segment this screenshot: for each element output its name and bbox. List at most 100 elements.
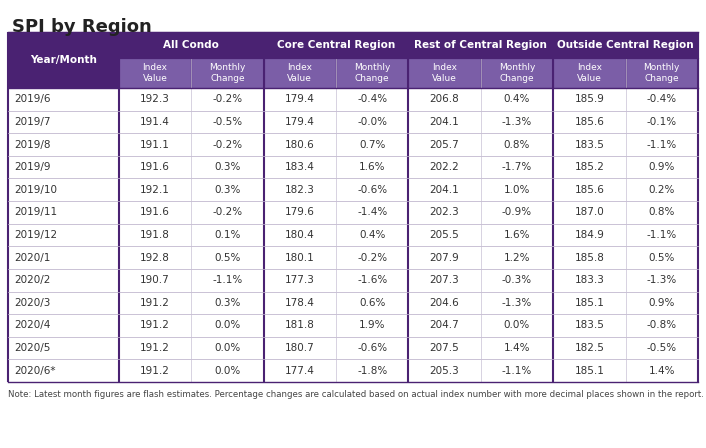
Text: -0.3%: -0.3% bbox=[502, 275, 532, 285]
Bar bbox=[336, 58, 408, 88]
Text: 191.2: 191.2 bbox=[140, 320, 170, 331]
Text: 0.1%: 0.1% bbox=[214, 230, 241, 240]
Text: 0.0%: 0.0% bbox=[214, 366, 241, 376]
Text: 191.4: 191.4 bbox=[140, 117, 170, 127]
Text: 185.6: 185.6 bbox=[575, 117, 604, 127]
Text: 0.9%: 0.9% bbox=[649, 298, 675, 308]
Text: -0.2%: -0.2% bbox=[213, 139, 242, 150]
Text: Monthly
Change: Monthly Change bbox=[499, 63, 535, 83]
Text: 0.3%: 0.3% bbox=[214, 185, 241, 195]
Text: 2019/9: 2019/9 bbox=[14, 162, 51, 172]
Text: -1.1%: -1.1% bbox=[502, 366, 532, 376]
Text: 0.0%: 0.0% bbox=[504, 320, 530, 331]
Text: -0.2%: -0.2% bbox=[213, 207, 242, 217]
Text: 179.6: 179.6 bbox=[285, 207, 315, 217]
Text: -1.1%: -1.1% bbox=[647, 230, 677, 240]
Text: -0.8%: -0.8% bbox=[647, 320, 677, 331]
Text: 183.4: 183.4 bbox=[285, 162, 315, 172]
Text: 0.7%: 0.7% bbox=[359, 139, 385, 150]
Bar bbox=[8, 88, 698, 111]
Bar bbox=[8, 224, 698, 246]
Text: -0.1%: -0.1% bbox=[647, 117, 677, 127]
Bar bbox=[8, 133, 698, 156]
Bar bbox=[626, 58, 698, 88]
Bar bbox=[8, 201, 698, 224]
Text: 2019/8: 2019/8 bbox=[14, 139, 51, 150]
Text: -1.3%: -1.3% bbox=[647, 275, 677, 285]
Bar bbox=[8, 246, 698, 269]
Text: 0.5%: 0.5% bbox=[649, 253, 675, 263]
Text: 191.1: 191.1 bbox=[140, 139, 170, 150]
Bar bbox=[8, 337, 698, 359]
Text: 182.5: 182.5 bbox=[575, 343, 604, 353]
Text: 0.0%: 0.0% bbox=[214, 320, 241, 331]
Text: 180.6: 180.6 bbox=[285, 139, 315, 150]
Text: 2020/1: 2020/1 bbox=[14, 253, 50, 263]
Text: 2019/6: 2019/6 bbox=[14, 95, 51, 104]
Bar bbox=[408, 32, 554, 58]
Text: All Condo: All Condo bbox=[163, 40, 219, 50]
Text: -1.1%: -1.1% bbox=[213, 275, 242, 285]
Text: 204.1: 204.1 bbox=[430, 185, 460, 195]
Text: 0.3%: 0.3% bbox=[214, 298, 241, 308]
Text: 207.3: 207.3 bbox=[430, 275, 460, 285]
Text: -1.8%: -1.8% bbox=[357, 366, 388, 376]
Text: 0.8%: 0.8% bbox=[649, 207, 675, 217]
Text: 2020/4: 2020/4 bbox=[14, 320, 50, 331]
Text: 179.4: 179.4 bbox=[285, 95, 315, 104]
Bar bbox=[263, 58, 336, 88]
Bar bbox=[8, 32, 119, 88]
Text: 185.2: 185.2 bbox=[575, 162, 604, 172]
Text: 191.2: 191.2 bbox=[140, 298, 170, 308]
Text: -1.7%: -1.7% bbox=[502, 162, 532, 172]
Bar bbox=[8, 156, 698, 178]
Bar bbox=[263, 32, 408, 58]
Text: 1.2%: 1.2% bbox=[504, 253, 530, 263]
Bar bbox=[554, 58, 626, 88]
Text: 191.2: 191.2 bbox=[140, 366, 170, 376]
Text: 0.4%: 0.4% bbox=[359, 230, 385, 240]
Text: 191.8: 191.8 bbox=[140, 230, 170, 240]
Text: -1.1%: -1.1% bbox=[647, 139, 677, 150]
Text: -0.6%: -0.6% bbox=[357, 185, 387, 195]
Text: 0.9%: 0.9% bbox=[649, 162, 675, 172]
Text: 2020/6*: 2020/6* bbox=[14, 366, 56, 376]
Text: 0.5%: 0.5% bbox=[214, 253, 241, 263]
Text: 2019/11: 2019/11 bbox=[14, 207, 57, 217]
Text: 192.1: 192.1 bbox=[140, 185, 170, 195]
Text: -1.3%: -1.3% bbox=[502, 298, 532, 308]
Text: 1.4%: 1.4% bbox=[649, 366, 675, 376]
Text: 192.3: 192.3 bbox=[140, 95, 170, 104]
Text: 205.7: 205.7 bbox=[430, 139, 460, 150]
Text: 185.8: 185.8 bbox=[575, 253, 604, 263]
Text: 178.4: 178.4 bbox=[285, 298, 315, 308]
Text: 2019/7: 2019/7 bbox=[14, 117, 51, 127]
Text: -0.4%: -0.4% bbox=[357, 95, 387, 104]
Text: 0.2%: 0.2% bbox=[649, 185, 675, 195]
Text: 0.0%: 0.0% bbox=[214, 343, 241, 353]
Text: 0.4%: 0.4% bbox=[504, 95, 530, 104]
Text: 2020/3: 2020/3 bbox=[14, 298, 50, 308]
Bar bbox=[119, 58, 191, 88]
Text: 180.7: 180.7 bbox=[285, 343, 315, 353]
Text: 184.9: 184.9 bbox=[575, 230, 604, 240]
Text: 207.5: 207.5 bbox=[430, 343, 460, 353]
Text: Year/Month: Year/Month bbox=[30, 55, 97, 65]
Text: 202.3: 202.3 bbox=[430, 207, 460, 217]
Text: 202.2: 202.2 bbox=[430, 162, 460, 172]
Text: 204.6: 204.6 bbox=[430, 298, 460, 308]
Text: 177.3: 177.3 bbox=[285, 275, 315, 285]
Text: -0.2%: -0.2% bbox=[213, 95, 242, 104]
Text: 2019/10: 2019/10 bbox=[14, 185, 57, 195]
Text: -0.9%: -0.9% bbox=[502, 207, 532, 217]
Text: -0.4%: -0.4% bbox=[647, 95, 677, 104]
Text: Monthly
Change: Monthly Change bbox=[209, 63, 246, 83]
Text: 191.6: 191.6 bbox=[140, 162, 170, 172]
Text: 2019/12: 2019/12 bbox=[14, 230, 57, 240]
Text: 1.0%: 1.0% bbox=[504, 185, 530, 195]
Text: -0.0%: -0.0% bbox=[357, 117, 387, 127]
Text: 205.5: 205.5 bbox=[430, 230, 460, 240]
Text: 2020/2: 2020/2 bbox=[14, 275, 50, 285]
Text: 206.8: 206.8 bbox=[430, 95, 460, 104]
Bar bbox=[481, 58, 554, 88]
